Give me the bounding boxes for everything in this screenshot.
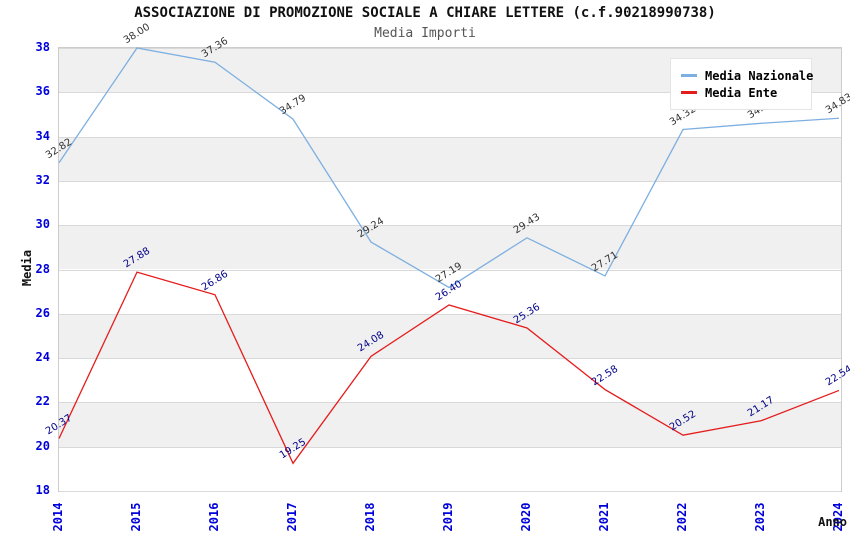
gridline	[59, 402, 841, 404]
x-tick-label: 2021	[597, 502, 611, 532]
gridline	[59, 136, 841, 138]
plot-band	[59, 269, 841, 314]
plot-band	[59, 313, 841, 359]
gridline	[59, 225, 841, 227]
x-tick-label: 2014	[51, 502, 65, 532]
legend-item-media-nazionale: Media Nazionale	[681, 68, 814, 83]
y-tick-label: 38	[35, 40, 50, 54]
gridline	[59, 269, 841, 271]
plot-band	[59, 225, 841, 270]
gridline	[59, 92, 841, 94]
chart-subtitle: Media Importi	[374, 26, 476, 41]
x-tick-label: 2023	[753, 502, 767, 532]
y-tick-label: 24	[35, 350, 50, 365]
series-lines	[58, 47, 840, 465]
series-line-media-nazionale	[58, 47, 840, 289]
media-ente-line-swatch-icon	[681, 91, 697, 94]
gridline	[59, 313, 841, 315]
y-tick-label: 34	[35, 128, 50, 143]
x-tick-label: 2016	[207, 502, 221, 532]
y-tick-label: 18	[35, 483, 50, 497]
y-tick-label: 30	[35, 217, 50, 232]
y-axis-title: Media	[20, 249, 34, 287]
x-tick-label: 2020	[519, 502, 533, 532]
x-tick-label: 2018	[363, 502, 377, 532]
y-tick-label: 36	[35, 84, 50, 99]
gridline	[59, 358, 841, 360]
x-axis-title: Anno	[818, 515, 847, 529]
x-tick-label: 2019	[441, 502, 455, 532]
media-nazionale-line-swatch-icon	[681, 74, 697, 77]
gridline	[59, 48, 841, 49]
plot-area: 32.82 38.00 37.36 34.79 29.24 27.19 29.43 27.71…	[44, 22, 850, 492]
plot-band	[59, 402, 841, 447]
x-tick-label: 2017	[285, 502, 299, 532]
legend-item-media-ente: Media Ente	[681, 85, 811, 100]
plot-band	[59, 180, 841, 226]
legend-label: Media Ente	[705, 85, 778, 100]
gridline	[59, 180, 841, 182]
y-tick-label: 20	[35, 438, 50, 453]
y-tick-label: 22	[35, 394, 50, 409]
y-tick-label: 32	[35, 172, 50, 187]
gridline	[59, 491, 841, 492]
plot-band	[59, 446, 841, 491]
legend: Media Nazionale Media Ente	[670, 58, 814, 110]
legend-label: Media Nazionale	[705, 68, 814, 83]
gridline	[59, 446, 841, 448]
series-line-media-ente	[58, 271, 840, 465]
plot-band	[59, 358, 841, 403]
x-tick-label: 2022	[675, 502, 689, 532]
x-tick-label: 2015	[129, 502, 143, 532]
y-tick-label: 28	[35, 261, 50, 276]
plot-band	[59, 136, 841, 181]
chart-title: ASSOCIAZIONE DI PROMOZIONE SOCIALE A CHI…	[134, 5, 716, 21]
y-tick-label: 26	[35, 305, 50, 320]
